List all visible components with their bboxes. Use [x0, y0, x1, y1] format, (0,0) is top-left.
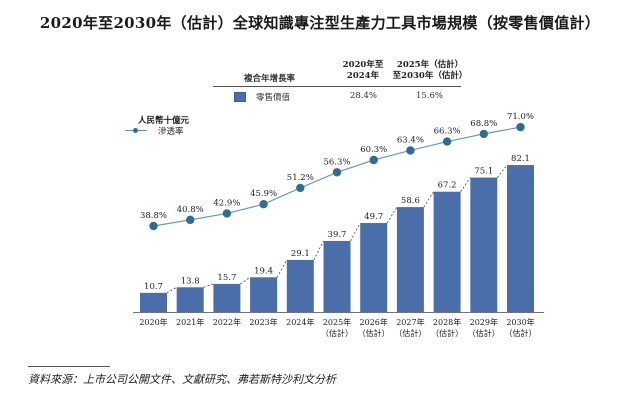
- line-series: [149, 122, 525, 231]
- bar-connector-6: [386, 206, 398, 224]
- line-label-8: 66.3%: [434, 127, 461, 137]
- line-point-2: [222, 209, 232, 218]
- x-tick-label-2: 2022年: [213, 317, 241, 327]
- bar-label-0: 10.7: [144, 282, 163, 292]
- bar-10: [507, 165, 534, 312]
- bar-label-4: 29.1: [291, 249, 310, 259]
- bar-connector-5: [350, 222, 361, 242]
- cagr-col2-header: 2025年（估計） 至2030年（估計）: [390, 60, 470, 82]
- bar-connector-7: [423, 191, 434, 208]
- x-tick-label-8: 2028年: [433, 317, 461, 327]
- bar-connector-3: [276, 259, 288, 278]
- bar-series: [140, 165, 534, 312]
- line-label-5: 56.3%: [323, 157, 350, 167]
- bar-connector-8: [460, 177, 471, 192]
- line-label-6: 60.3%: [360, 145, 387, 155]
- chart-title: 2020年至2030年（估計）全球知識專注型生產力工具市場規模（按零售價值計）: [39, 14, 601, 32]
- line-point-7: [406, 146, 415, 155]
- bar-label-10: 82.1: [511, 154, 530, 164]
- line-label-7: 63.4%: [397, 135, 424, 145]
- bar-5: [323, 240, 351, 312]
- bar-connector-9: [496, 164, 508, 178]
- line-label-3: 45.9%: [250, 189, 277, 199]
- bar-1: [176, 287, 204, 312]
- legend-line-label: 滲透率: [158, 127, 184, 137]
- bar-label-2: 15.7: [217, 273, 236, 283]
- x-tick-label-5: 2025年: [323, 317, 351, 327]
- bar-connector-0: [166, 286, 177, 294]
- x-tick-sublabel-8: （估計）: [431, 328, 463, 338]
- bar-label-1: 13.8: [181, 276, 200, 286]
- line-point-9: [479, 129, 488, 139]
- line-label-1: 40.8%: [177, 205, 204, 215]
- bar-7: [396, 207, 424, 312]
- line-point-3: [259, 200, 268, 209]
- bar-connector-2: [240, 276, 251, 285]
- bar-label-8: 67.2: [438, 181, 457, 191]
- bar-label-9: 75.1: [474, 167, 493, 177]
- line-label-9: 68.8%: [470, 119, 497, 129]
- bar-label-3: 19.4: [254, 266, 273, 276]
- line-label-10: 71.0%: [507, 112, 534, 122]
- penetration-line: [153, 126, 521, 227]
- x-tick-label-10: 2030年: [506, 317, 534, 327]
- x-tick-label-9: 2029年: [470, 317, 498, 327]
- source-note: 資料來源：上市公司公開文件、文獻研究、弗若斯特沙利文分析: [28, 373, 336, 386]
- source-divider: [28, 366, 110, 367]
- line-point-10: [516, 122, 525, 132]
- bar-6: [360, 223, 388, 312]
- cagr-col1-header: 2020年至 2024年: [333, 60, 393, 82]
- cagr-col2-line1: 2025年（估計）: [396, 60, 464, 70]
- bar-4: [286, 259, 314, 312]
- x-tick-label-4: 2024年: [286, 317, 314, 327]
- bar-label-5: 39.7: [328, 230, 347, 240]
- bar-2: [213, 283, 241, 312]
- cagr-row-col1: 28.4%: [350, 91, 378, 101]
- line-point-5: [332, 168, 342, 177]
- cagr-row-label: 零售價值: [256, 93, 291, 103]
- x-tick-label-3: 2023年: [249, 317, 277, 327]
- line-label-0: 38.8%: [140, 211, 167, 221]
- bar-connector-1: [203, 283, 214, 288]
- bar-labels: 10.7 13.8 15.7 19.4 29.1 39.7 49.7 58.6 67.2 75.1…: [144, 154, 530, 292]
- line-point-8: [442, 137, 452, 146]
- bar-label-6: 49.7: [364, 212, 383, 222]
- cagr-row-col2: 15.6%: [416, 91, 444, 101]
- x-tick-labels: 2020年 2021年 2022年 2023年 2024年 2025年（估計）2026年（…: [139, 317, 536, 338]
- legend-dot-icon: [133, 128, 138, 133]
- x-tick-label-6: 2026年: [360, 317, 388, 327]
- legend-unit: 人民幣十億元: [138, 116, 190, 126]
- bar-8: [433, 191, 461, 312]
- cagr-divider: [213, 86, 461, 87]
- bar-connectors: [166, 164, 508, 294]
- bar-9: [470, 177, 498, 312]
- line-point-0: [149, 221, 158, 231]
- line-point-1: [186, 215, 195, 225]
- cagr-header-label: 複合年增長率: [244, 74, 296, 84]
- line-label-4: 51.2%: [287, 173, 314, 183]
- x-tick-label-0: 2020年: [139, 317, 167, 327]
- legend-swatch-retail-value: [234, 92, 246, 102]
- bar-label-7: 58.6: [401, 196, 420, 206]
- x-tick-sublabel-7: （估計）: [394, 328, 426, 338]
- x-tick-label-7: 2027年: [396, 317, 424, 327]
- line-label-2: 42.9%: [213, 198, 240, 208]
- x-tick-sublabel-9: （估計）: [468, 328, 500, 338]
- cagr-col2-line2: 至2030年（估計）: [392, 71, 468, 81]
- bar-3: [250, 277, 278, 312]
- x-tick-sublabel-5: （估計）: [321, 328, 353, 338]
- x-tick-label-1: 2021年: [176, 317, 204, 327]
- x-tick-sublabel-6: （估計）: [358, 328, 390, 338]
- x-tick-sublabel-10: （估計）: [505, 328, 537, 338]
- bar-connector-4: [313, 240, 324, 261]
- line-point-6: [369, 155, 378, 165]
- bar-0: [140, 292, 167, 312]
- line-point-4: [296, 183, 305, 193]
- cagr-col1-line1: 2020年至: [342, 60, 384, 70]
- cagr-col1-line2: 2024年: [346, 71, 380, 81]
- line-labels: 38.8% 40.8% 42.9% 45.9% 51.2% 56.3% 60.3% 63.4%…: [140, 112, 534, 221]
